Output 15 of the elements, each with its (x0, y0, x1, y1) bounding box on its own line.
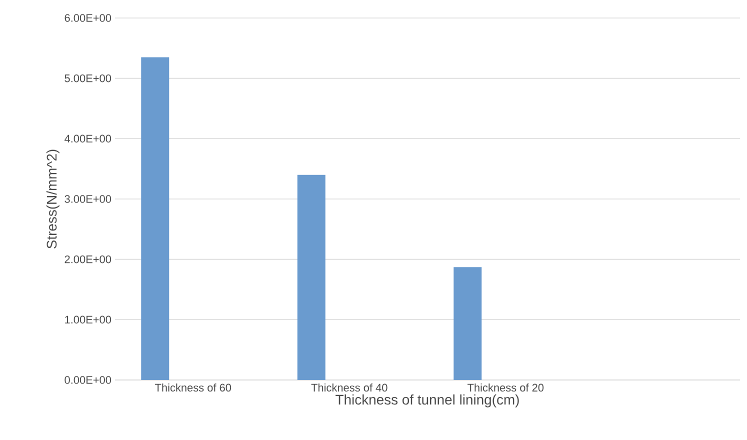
y-tick-label: 0.00E+00 (64, 376, 112, 384)
y-tick-label: 6.00E+00 (64, 14, 112, 22)
x-tick-label: Thickness of 20 (468, 384, 544, 392)
x-tick-label: Thickness of 60 (155, 384, 232, 392)
y-axis-title: Stress(N/mm^2) (46, 150, 60, 248)
bar (141, 57, 170, 380)
y-tick-label: 3.00E+00 (64, 195, 112, 203)
y-tick-label: 1.00E+00 (65, 316, 112, 324)
bar (454, 267, 482, 380)
y-tick-label: 4.00E+00 (64, 134, 112, 143)
y-tick-label: 2.00E+00 (64, 255, 112, 264)
y-tick-label: 5.00E+00 (64, 74, 112, 82)
bar (297, 174, 326, 380)
x-tick-label: Thickness of 40 (311, 384, 388, 392)
x-axis-title: Thickness of tunnel lining(cm) (336, 394, 519, 408)
